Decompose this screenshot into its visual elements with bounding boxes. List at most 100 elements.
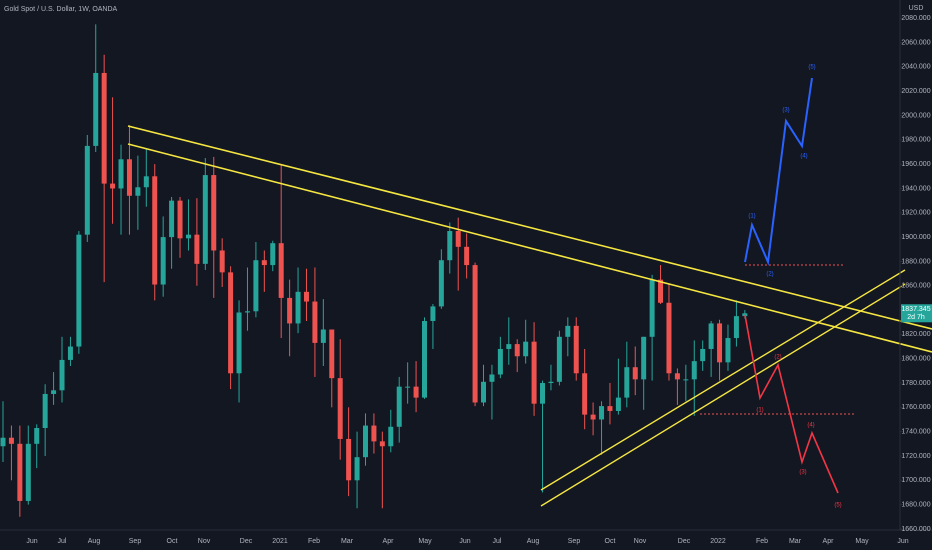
candle-body (110, 183, 116, 189)
candle-body (278, 243, 284, 298)
candle-body (506, 344, 512, 349)
candle-body (362, 425, 368, 458)
x-tick-label: Aug (527, 538, 540, 545)
price-tag (901, 304, 932, 323)
currency-label: USD (909, 5, 924, 12)
trendline (127, 143, 932, 353)
x-tick-label: Sep (129, 538, 142, 545)
candle-body (287, 297, 293, 324)
candle-body (51, 390, 57, 394)
candle-body (472, 265, 478, 403)
candle-body (59, 359, 65, 391)
candle-body (34, 428, 40, 444)
trendline (127, 125, 932, 330)
x-tick-label: Jul (493, 538, 502, 545)
y-tick-label: 2000.000 (901, 112, 930, 119)
candle-body (261, 260, 267, 266)
candle-body (615, 397, 621, 411)
candle-body (700, 348, 706, 362)
candle-body (438, 260, 444, 307)
candle-body (531, 341, 537, 404)
candle-body (717, 323, 723, 363)
candle-body (329, 329, 335, 379)
candle-body (556, 336, 562, 382)
trendline (540, 283, 906, 507)
candle-body (481, 381, 487, 403)
candle-body (0, 437, 6, 447)
wave-label: (5) (834, 503, 841, 509)
price-tag-value: 1837.345 (901, 306, 930, 313)
candle-body (674, 373, 680, 380)
bullish-projection (744, 77, 813, 266)
wave-label: (3) (799, 470, 806, 476)
candle-body (185, 234, 191, 239)
candle-body (422, 321, 427, 398)
wave-label: (1) (748, 214, 755, 220)
candle-body (733, 316, 739, 339)
y-tick-label: 2080.000 (901, 15, 930, 22)
y-tick-label: 1980.000 (901, 137, 930, 144)
x-tick-label: Mar (341, 538, 354, 545)
trendline (540, 269, 906, 491)
candle-body (447, 231, 453, 261)
x-tick-label: Dec (240, 538, 253, 545)
x-tick-label: Oct (167, 538, 178, 545)
x-tick-label: Oct (605, 538, 616, 545)
candle-body (8, 437, 14, 444)
y-tick-label: 2020.000 (901, 88, 930, 95)
y-tick-label: 1680.000 (901, 501, 930, 508)
candle-body (641, 336, 647, 380)
candle-body (708, 323, 714, 349)
x-tick-label: Jun (26, 538, 37, 545)
candle-body (17, 443, 23, 501)
x-tick-label: 2021 (272, 538, 288, 545)
x-tick-label: May (855, 538, 869, 545)
candle-body (599, 406, 605, 420)
candle-body (666, 302, 672, 374)
price-tag-countdown: 2d 7h (907, 314, 925, 321)
y-tick-label: 1820.000 (901, 331, 930, 338)
candle-body (489, 374, 495, 382)
candle-body (152, 176, 158, 285)
candle-body (270, 243, 276, 266)
wave-label: (3) (782, 108, 789, 114)
candle-body (135, 187, 141, 196)
candle-body (25, 443, 31, 501)
candle-body (160, 237, 166, 285)
x-tick-label: Jun (459, 538, 470, 545)
candle-body (514, 344, 520, 357)
candle-body (194, 234, 200, 264)
x-tick-label: Feb (756, 538, 768, 545)
candle-body (523, 341, 529, 357)
y-tick-label: 1700.000 (901, 477, 930, 484)
candle-body (683, 379, 689, 381)
candle-body (464, 246, 470, 266)
y-tick-label: 1960.000 (901, 161, 930, 168)
candle-body (691, 361, 697, 380)
y-tick-label: 1860.000 (901, 283, 930, 290)
candle-body (396, 386, 402, 427)
wave-label: (1) (756, 408, 763, 414)
candle-body (93, 72, 99, 146)
candle-body (590, 414, 596, 420)
candle-body (430, 306, 436, 321)
candle-body (658, 279, 664, 303)
y-tick-label: 1880.000 (901, 258, 930, 265)
x-tick-label: Mar (789, 538, 802, 545)
candle-body (632, 367, 638, 380)
wave-label: (5) (808, 65, 815, 71)
candle-body (725, 338, 731, 363)
candle-body (219, 250, 225, 273)
candle-body (202, 175, 208, 264)
candle-body (497, 348, 503, 375)
x-tick-label: 2022 (710, 538, 726, 545)
candle-body (244, 311, 250, 313)
y-tick-label: 1800.000 (901, 356, 930, 363)
x-tick-label: Jul (58, 538, 67, 545)
candle-body (540, 383, 546, 404)
candle-body (101, 72, 107, 184)
y-tick-label: 1780.000 (901, 380, 930, 387)
candle-body (346, 438, 352, 481)
x-tick-label: Dec (678, 538, 691, 545)
